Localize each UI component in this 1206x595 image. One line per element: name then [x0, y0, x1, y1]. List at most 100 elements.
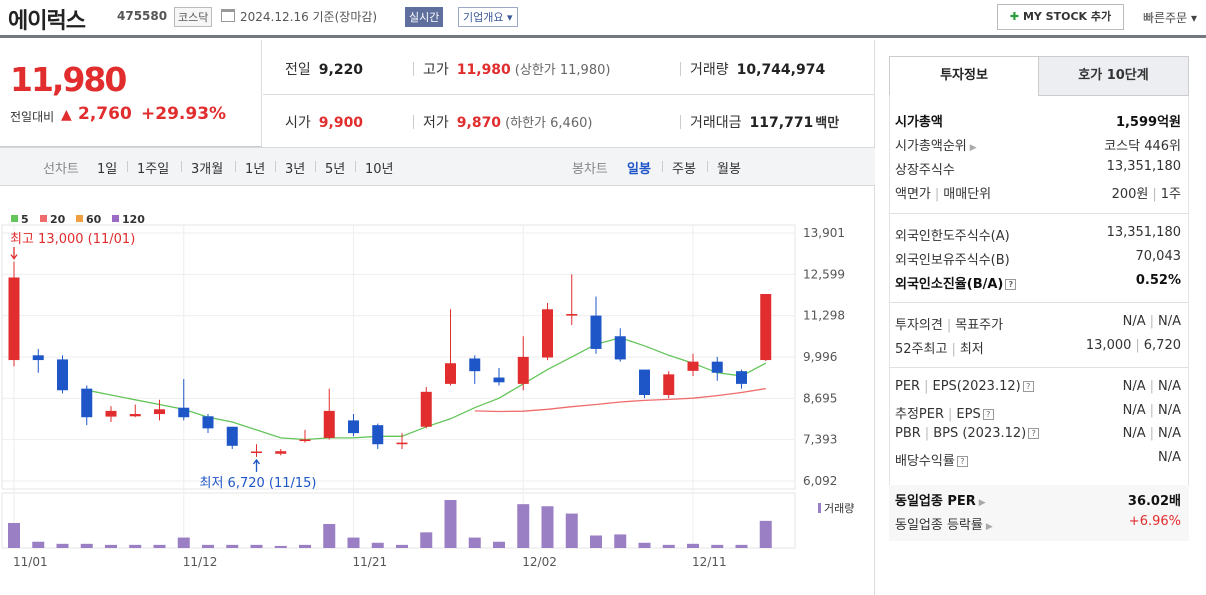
- help-icon[interactable]: ?: [1022, 381, 1034, 392]
- market-cap-value: 1,599억원: [1115, 115, 1181, 130]
- tab-orderbook[interactable]: 호가 10단계: [1038, 56, 1189, 96]
- volume-bar: [614, 534, 627, 548]
- pbr-value: N/A | N/A: [1122, 426, 1181, 441]
- open-value: 9,900: [318, 115, 364, 131]
- foreign-ratio-value: 0.52%: [1135, 273, 1181, 288]
- period-1y[interactable]: 1년: [245, 162, 266, 177]
- w52-value: 13,000 | 6,720: [1085, 338, 1181, 353]
- summary-divider: [263, 94, 875, 95]
- help-icon[interactable]: ?: [956, 456, 968, 467]
- y-tick-label: 8,695: [803, 391, 837, 405]
- help-icon[interactable]: ?: [1005, 279, 1017, 290]
- realtime-button[interactable]: 실시간: [405, 7, 444, 27]
- period-weekly[interactable]: 주봉: [672, 162, 696, 177]
- divider: [680, 62, 681, 76]
- dividend-value: N/A: [1158, 450, 1181, 465]
- period-5y[interactable]: 5년: [325, 162, 346, 177]
- volume-bar: [468, 537, 481, 548]
- candle-body: [8, 277, 20, 361]
- volume-bar: [299, 544, 311, 548]
- legend-label: 120: [122, 213, 145, 226]
- candle-body: [663, 374, 675, 395]
- volume-bar: [80, 543, 93, 548]
- candle-body: [469, 358, 481, 372]
- pbr-text: PBR: [895, 426, 921, 441]
- high-label: 고가: [423, 62, 449, 78]
- volume-bar: [565, 513, 578, 548]
- divider: [662, 161, 663, 172]
- help-icon[interactable]: ?: [982, 409, 994, 420]
- par-value-text: 200원: [1111, 187, 1149, 202]
- candle-body: [566, 314, 578, 316]
- cap-rank-label[interactable]: 시가총액순위 ▶: [895, 135, 977, 154]
- low-label: 저가: [423, 115, 449, 131]
- market-badge: 코스닥: [174, 7, 213, 27]
- low-arrow: [252, 458, 261, 472]
- period-1d[interactable]: 1일: [97, 162, 118, 177]
- divider: [889, 302, 1189, 303]
- volume-bar: [250, 544, 263, 548]
- up-arrow-icon: ▲: [61, 107, 72, 123]
- candle-body: [372, 425, 384, 445]
- price-diff: 2,760: [78, 104, 132, 124]
- divider: [235, 161, 236, 172]
- tab-invest-info[interactable]: 투자정보: [889, 56, 1039, 96]
- divider: [413, 62, 414, 76]
- candlestick-chart[interactable]: 13,901 12,599 11,298 9,996 8,695 7,393 6,092 11…: [0, 186, 875, 595]
- candle-body: [81, 388, 93, 418]
- per-label: PER | EPS(2023.12)?: [895, 379, 1034, 394]
- target-value: N/A: [1158, 314, 1181, 329]
- period-daily[interactable]: 일봉: [627, 162, 651, 177]
- opinion-text: 투자의견: [895, 318, 943, 333]
- volume-bar: [177, 537, 190, 548]
- period-3m[interactable]: 3개월: [191, 162, 224, 177]
- help-icon[interactable]: ?: [1028, 428, 1040, 439]
- sector-rate-label[interactable]: 동일업종 등락률 ▶: [895, 514, 993, 533]
- cap-rank-row: 시가총액순위 ▶ 코스닥 446위: [895, 135, 1181, 154]
- invest-info-panel: [889, 96, 1189, 541]
- est-eps-label: EPS: [956, 407, 981, 422]
- date-info: 2024.12.16 기준(장마감): [240, 10, 378, 24]
- candle-body: [517, 356, 529, 384]
- high-price: 고가 11,980 (상한가 11,980): [423, 59, 610, 79]
- volume-bar: [444, 500, 457, 548]
- legend-label: 5: [21, 213, 29, 226]
- candle-body: [251, 451, 262, 454]
- period-10y[interactable]: 10년: [365, 162, 394, 177]
- line-chart-label: 선차트: [43, 162, 79, 177]
- mystock-add-button[interactable]: ✚ MY STOCK 추가: [997, 4, 1124, 30]
- candle-body: [445, 363, 456, 384]
- bps-value: N/A: [1158, 426, 1181, 441]
- period-3y[interactable]: 3년: [285, 162, 306, 177]
- high-annotation: 최고 13,000 (11/01): [10, 232, 135, 247]
- main-panel: [0, 40, 875, 595]
- sector-per-value: 36.02배: [1127, 494, 1181, 509]
- stock-header: [0, 0, 1206, 38]
- candle-body: [590, 315, 602, 349]
- per-value: N/A | N/A: [1122, 379, 1181, 394]
- sector-per-label[interactable]: 동일업종 PER ▶: [895, 490, 986, 509]
- chevron-right-icon: ▶: [969, 143, 977, 153]
- pbr-value-text: N/A: [1122, 426, 1146, 441]
- trade-unit-label: 매매단위: [943, 187, 992, 202]
- prev-diff-label: 전일대비: [10, 110, 55, 124]
- period-monthly[interactable]: 월봉: [717, 162, 741, 177]
- candle-body: [202, 416, 214, 429]
- candle-body: [105, 410, 117, 417]
- candle-body: [154, 409, 165, 415]
- chevron-right-icon: ▶: [985, 522, 993, 532]
- period-bar: [0, 147, 875, 186]
- corp-info-dropdown[interactable]: 기업개요 ▾: [458, 7, 518, 27]
- est-per-row: 추정PER | EPS? N/A | N/A: [895, 403, 1181, 422]
- stock-code: 475580: [117, 9, 168, 23]
- divider: [275, 161, 276, 172]
- current-price: 11,980: [10, 60, 127, 99]
- quick-order-dropdown[interactable]: 빠른주문 ▾: [1143, 11, 1197, 25]
- volume-bar: [56, 543, 69, 548]
- candle-body: [542, 309, 553, 358]
- opinion-row: 투자의견 | 목표주가 N/A | N/A: [895, 314, 1181, 333]
- market-cap-row: 시가총액 1,599억원: [895, 111, 1181, 130]
- volume-bar: [129, 544, 142, 548]
- volume-bar: [711, 544, 724, 548]
- period-1w[interactable]: 1주일: [137, 162, 170, 177]
